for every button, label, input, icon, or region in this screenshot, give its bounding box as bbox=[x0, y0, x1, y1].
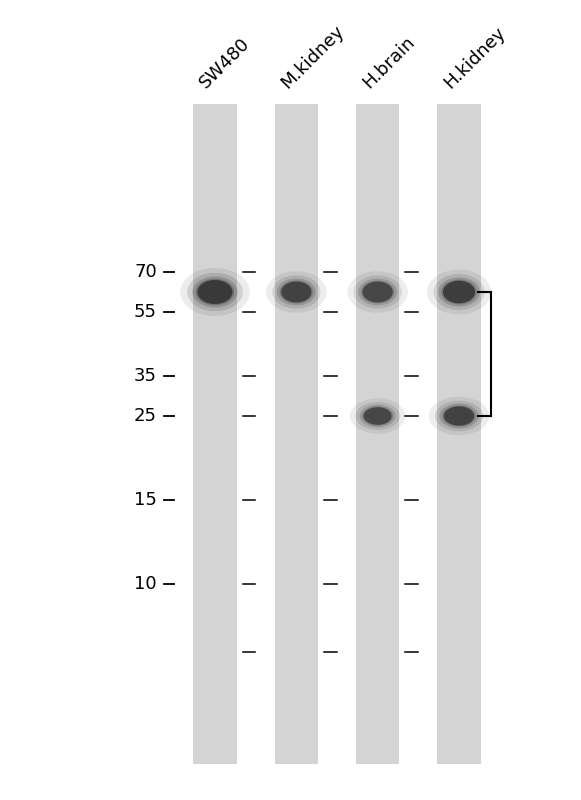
Text: 25: 25 bbox=[134, 407, 157, 425]
Ellipse shape bbox=[429, 397, 489, 435]
Ellipse shape bbox=[281, 282, 311, 302]
Ellipse shape bbox=[361, 281, 394, 303]
Text: 35: 35 bbox=[134, 367, 157, 385]
FancyBboxPatch shape bbox=[193, 104, 237, 764]
Ellipse shape bbox=[347, 271, 408, 313]
Text: 15: 15 bbox=[134, 491, 157, 509]
Text: M.kidney: M.kidney bbox=[278, 22, 348, 92]
Ellipse shape bbox=[360, 405, 396, 427]
Text: 55: 55 bbox=[134, 303, 157, 321]
Ellipse shape bbox=[439, 403, 479, 429]
Text: H.kidney: H.kidney bbox=[440, 23, 509, 92]
Text: 10: 10 bbox=[134, 575, 157, 593]
Ellipse shape bbox=[364, 407, 392, 425]
Ellipse shape bbox=[443, 281, 475, 303]
Text: H.brain: H.brain bbox=[359, 33, 418, 92]
Ellipse shape bbox=[433, 274, 485, 310]
Ellipse shape bbox=[279, 281, 313, 303]
Ellipse shape bbox=[427, 270, 491, 314]
Text: 70: 70 bbox=[134, 263, 157, 281]
Ellipse shape bbox=[363, 282, 393, 302]
Ellipse shape bbox=[442, 280, 476, 304]
Text: SW480: SW480 bbox=[196, 34, 254, 92]
Ellipse shape bbox=[266, 271, 327, 313]
FancyBboxPatch shape bbox=[437, 104, 481, 764]
Ellipse shape bbox=[438, 278, 480, 306]
Ellipse shape bbox=[180, 268, 250, 316]
Ellipse shape bbox=[350, 398, 406, 434]
Ellipse shape bbox=[442, 406, 476, 426]
Ellipse shape bbox=[196, 278, 234, 305]
Ellipse shape bbox=[272, 275, 321, 309]
Ellipse shape bbox=[187, 273, 243, 311]
Ellipse shape bbox=[358, 278, 397, 306]
Ellipse shape bbox=[198, 280, 232, 304]
Ellipse shape bbox=[435, 401, 483, 431]
Ellipse shape bbox=[444, 406, 474, 426]
FancyBboxPatch shape bbox=[356, 104, 400, 764]
Ellipse shape bbox=[363, 406, 393, 426]
Ellipse shape bbox=[277, 278, 316, 306]
FancyBboxPatch shape bbox=[275, 104, 318, 764]
Ellipse shape bbox=[353, 275, 402, 309]
Ellipse shape bbox=[356, 402, 400, 430]
Ellipse shape bbox=[192, 276, 238, 308]
